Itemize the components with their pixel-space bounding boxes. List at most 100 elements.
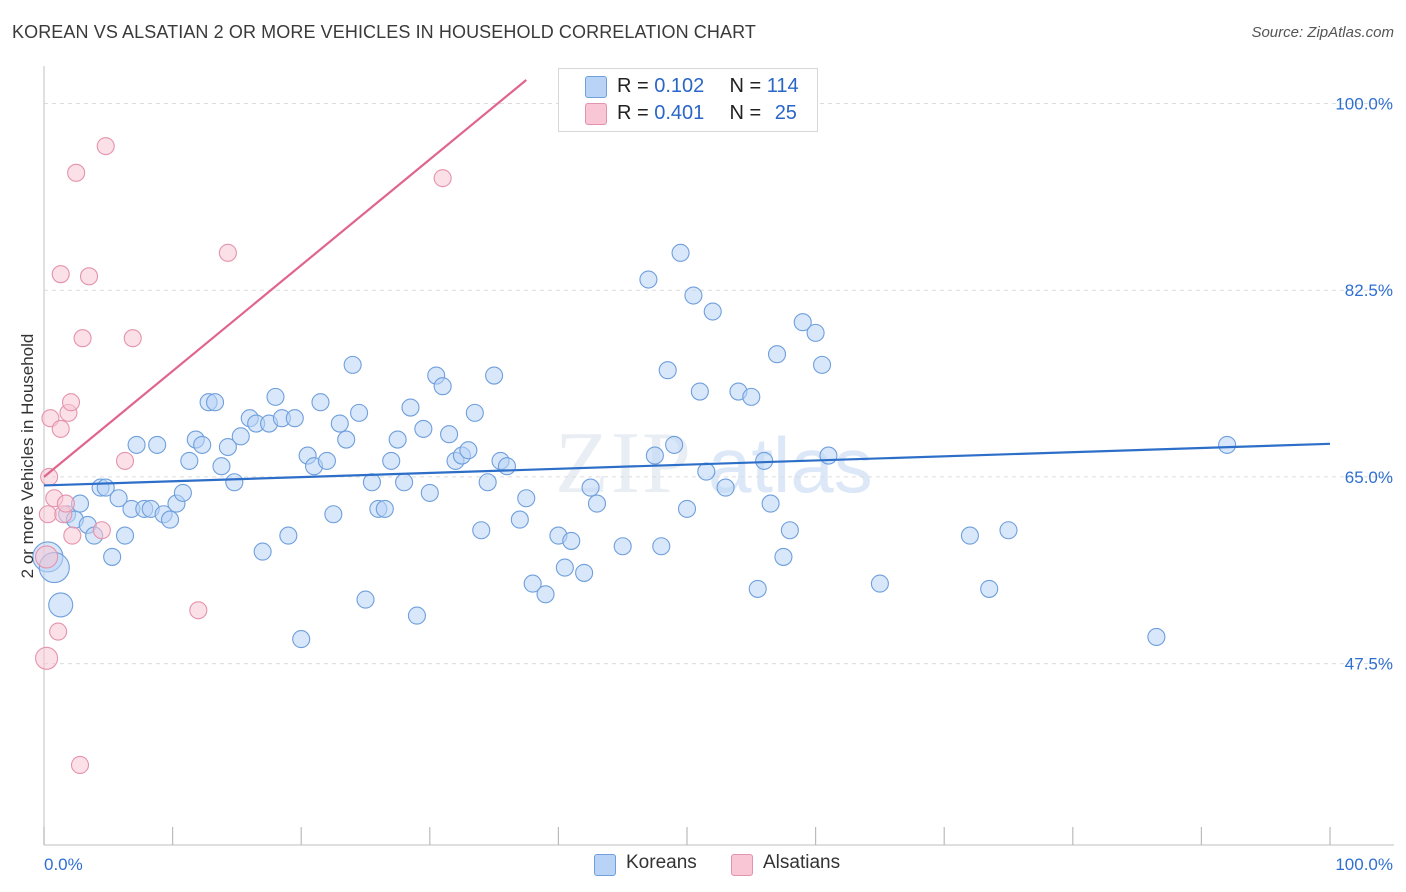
stats-legend: R = 0.102 N = 114 R = 0.401 N = 25 [558,68,818,132]
legend-n-value: 25 [774,102,797,124]
alsatian-point [433,169,452,188]
korean-point [1147,627,1166,646]
alsatian-point [189,601,208,620]
korean-point [401,398,420,417]
korean-point [793,313,812,332]
korean-point [205,393,225,412]
korean-point [780,521,799,540]
alsatian-point [49,622,68,641]
korean-point [459,441,478,460]
korean-point [414,419,433,438]
korean-point [562,531,581,550]
korean-point [742,387,761,406]
korean-point [356,590,375,609]
alsatian-point [40,467,59,486]
alsatian-point [63,526,82,545]
korean-point [375,499,394,518]
korean-point [587,494,607,513]
korean-point [337,430,356,449]
bottom-legend-swatch-alsatian [731,854,753,876]
legend-row-korean: R = 0.102 N = 114 [617,75,799,98]
legend-r-label: R = [617,102,649,124]
alsatian-point [73,329,92,348]
bottom-legend-alsatian: Alsatians [763,852,841,873]
korean-point [497,457,517,476]
source-label: Source: ZipAtlas.com [1251,24,1394,41]
grid-lines [44,102,1394,665]
korean-point [292,630,311,649]
x-tick-label: 0.0% [44,855,83,874]
korean-point [311,393,330,412]
chart-title: KOREAN VS ALSATIAN 2 OR MORE VEHICLES IN… [12,22,756,42]
korean-point [115,526,135,545]
legend-swatch-korean [585,76,607,98]
y-axis-label: 2 or more Vehicles in Household [18,333,37,579]
legend-r-label: R = [617,75,649,97]
korean-point [510,510,529,529]
korean-point [658,361,677,380]
korean-point [806,323,825,342]
korean-point [999,521,1018,540]
korean-point [48,592,74,618]
korean-point [677,499,697,518]
korean-point [225,473,244,492]
alsatian-point [56,494,75,513]
korean-point [748,579,767,598]
korean-point [160,510,180,529]
alsatian-point [61,393,81,412]
korean-point [774,547,793,566]
korean-point [180,451,199,470]
bottom-legend-swatch-korean [594,854,616,876]
korean-point [433,377,452,396]
y-tick-label: 47.5% [1345,655,1393,674]
korean-point [382,451,401,470]
korean-point [285,409,304,428]
korean-point [231,427,250,446]
zipatlas-watermark: ZIP atlas [555,415,873,512]
legend-r-value: 0.401 [654,102,705,124]
legend-r-value: 0.102 [654,75,705,97]
legend-row-alsatian: R = 0.401 N = 25 [617,102,797,125]
korean-point [472,521,491,540]
alsatian-point [51,419,70,438]
korean-point [343,355,362,374]
korean-point [819,446,838,465]
korean-point [324,505,343,524]
korean-point [703,302,722,321]
bottom-legend-korean: Koreans [626,852,697,873]
korean-point [960,526,979,545]
korean-point [517,489,536,508]
legend-n-label: N = [729,75,762,97]
korean-point [420,483,439,502]
korean-point [478,473,497,492]
korean-point [716,478,735,497]
korean-point [218,437,237,457]
svg-text:atlas: atlas [708,421,873,509]
korean-point [980,579,999,598]
korean-point [870,574,889,593]
alsatian-point [123,329,142,348]
alsatian-point [115,451,135,470]
alsatian-point [51,265,70,284]
korean-point [212,457,231,476]
korean-point [103,547,122,566]
alsatian-point [35,545,59,569]
y-tick-label: 100.0% [1335,94,1393,113]
legend-n-label: N = [729,102,762,124]
alsatian-point [92,521,111,540]
legend-swatch-alsatian [585,103,607,125]
korean-point [407,606,426,625]
alsatian-points [35,137,452,775]
korean-points [32,243,1237,649]
y-tick-label: 65.0% [1345,468,1393,487]
tick-labels: 100.0% 82.5% 65.0% 47.5% 0.0% 100.0% [44,94,1393,874]
korean-point [645,446,664,465]
korean-point [581,478,600,497]
korean-point [350,403,369,422]
axes [43,66,1394,846]
svg-text:ZIP: ZIP [555,415,693,512]
korean-point [266,387,285,406]
alsatian-point [38,505,57,524]
alsatian-point [96,137,115,156]
korean-point [575,563,594,582]
